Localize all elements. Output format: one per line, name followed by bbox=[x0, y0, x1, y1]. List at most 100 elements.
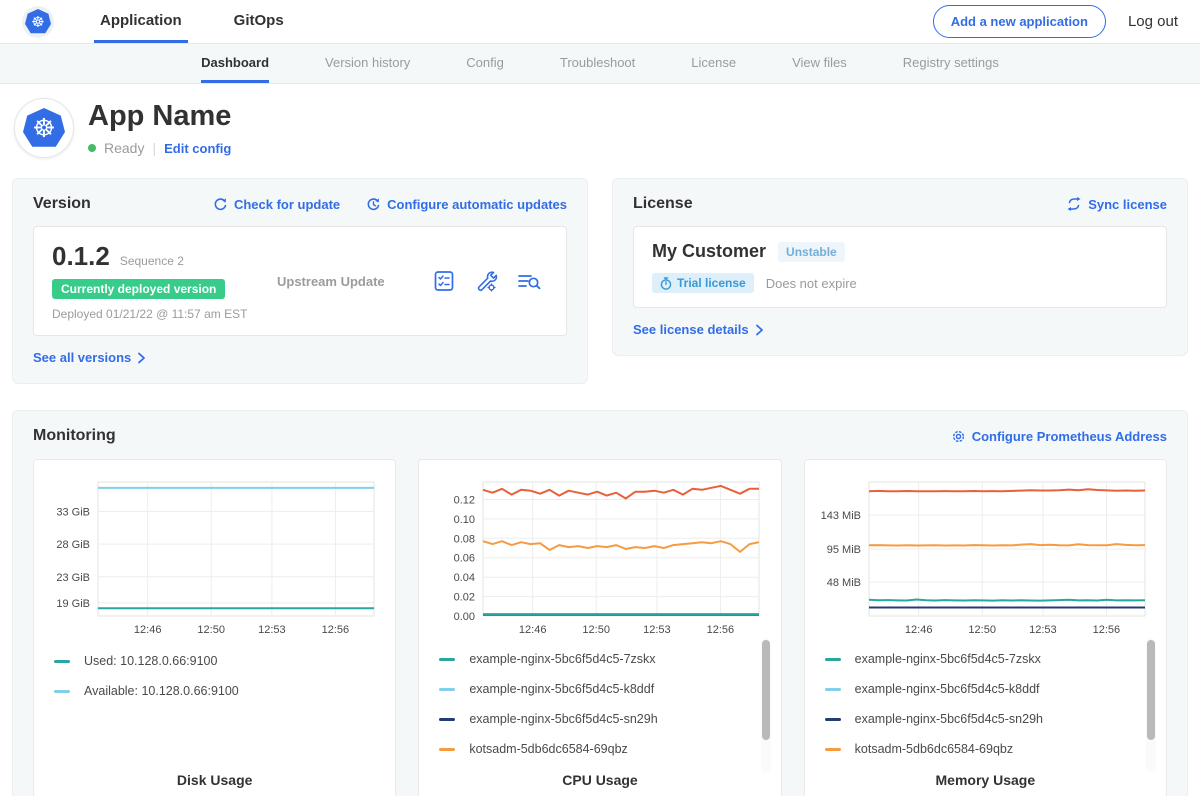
legend-color-dash bbox=[439, 688, 455, 691]
sync-license-link[interactable]: Sync license bbox=[1066, 197, 1167, 212]
chart-card-cpu-usage: 0.120.100.080.060.040.020.0012:4612:5012… bbox=[418, 459, 781, 796]
current-version-box: 0.1.2 Sequence 2 Currently deployed vers… bbox=[33, 226, 567, 336]
svg-text:143 MiB: 143 MiB bbox=[820, 510, 860, 522]
chart-card-memory-usage: 143 MiB95 MiB48 MiB12:4612:5012:5312:56e… bbox=[804, 459, 1167, 796]
license-card-title: License bbox=[633, 195, 693, 213]
configure-automatic-updates-link[interactable]: Configure automatic updates bbox=[366, 197, 567, 212]
app-subnav: Dashboard Version history Config Troublesho… bbox=[0, 44, 1200, 84]
legend-item: kotsadm-5db6dc6584-69qbz bbox=[439, 742, 768, 756]
legend-color-dash bbox=[54, 660, 70, 663]
svg-text:0.00: 0.00 bbox=[454, 611, 475, 623]
svg-text:12:56: 12:56 bbox=[707, 624, 735, 636]
legend-item: example-nginx-5bc6f5d4c5-7zskx bbox=[825, 652, 1154, 666]
svg-text:0.04: 0.04 bbox=[454, 572, 475, 584]
ready-status-dot bbox=[88, 144, 96, 152]
app-header: ☸ App Name Ready | Edit config bbox=[0, 84, 1200, 168]
subnav-tab-registry-settings[interactable]: Registry settings bbox=[903, 44, 999, 83]
legend-item: example-nginx-5bc6f5d4c5-7zskx bbox=[439, 652, 768, 666]
app-avatar: ☸ bbox=[14, 98, 74, 158]
legend-color-dash bbox=[439, 748, 455, 751]
svg-text:0.06: 0.06 bbox=[454, 553, 475, 565]
chart-canvas: 33 GiB28 GiB23 GiB19 GiB12:4612:5012:531… bbox=[46, 472, 382, 642]
chevron-right-icon bbox=[755, 324, 764, 336]
version-card: Version Check for update Configure autom… bbox=[12, 178, 588, 384]
app-logo[interactable]: ☸ bbox=[22, 0, 54, 43]
monitoring-title: Monitoring bbox=[33, 427, 116, 445]
monitoring-section: Monitoring Configure Prometheus Address … bbox=[12, 410, 1188, 796]
stopwatch-icon bbox=[660, 277, 672, 290]
check-for-update-link[interactable]: Check for update bbox=[213, 197, 340, 212]
chart-title: Memory Usage bbox=[817, 772, 1154, 794]
deployed-badge: Currently deployed version bbox=[52, 279, 225, 299]
legend-label: Used: 10.128.0.66:9100 bbox=[84, 654, 217, 668]
legend-label: example-nginx-5bc6f5d4c5-k8ddf bbox=[469, 682, 654, 696]
top-navbar: ☸ Application GitOps Add a new applicatio… bbox=[0, 0, 1200, 44]
legend-label: Available: 10.128.0.66:9100 bbox=[84, 684, 239, 698]
subnav-tab-view-files[interactable]: View files bbox=[792, 44, 847, 83]
chevron-right-icon bbox=[137, 352, 146, 364]
svg-text:33 GiB: 33 GiB bbox=[56, 506, 90, 518]
channel-badge: Unstable bbox=[778, 242, 845, 262]
svg-text:12:56: 12:56 bbox=[322, 624, 350, 636]
version-card-title: Version bbox=[33, 195, 91, 213]
chart-legend: Used: 10.128.0.66:9100 Available: 10.128.… bbox=[46, 654, 383, 714]
svg-text:12:50: 12:50 bbox=[583, 624, 611, 636]
subnav-tab-license[interactable]: License bbox=[691, 44, 736, 83]
scrollbar-thumb[interactable] bbox=[1147, 640, 1155, 740]
svg-text:48 MiB: 48 MiB bbox=[826, 577, 860, 589]
subnav-tab-version-history[interactable]: Version history bbox=[325, 44, 410, 83]
customer-name: My Customer bbox=[652, 241, 766, 262]
logout-button[interactable]: Log out bbox=[1128, 13, 1178, 30]
view-files-search-icon[interactable] bbox=[516, 269, 542, 293]
svg-text:0.02: 0.02 bbox=[454, 592, 475, 604]
topnav-tab-gitops[interactable]: GitOps bbox=[228, 0, 290, 43]
legend-color-dash bbox=[825, 718, 841, 721]
legend-color-dash bbox=[439, 658, 455, 661]
add-application-button[interactable]: Add a new application bbox=[933, 5, 1106, 38]
svg-text:0.08: 0.08 bbox=[454, 533, 475, 545]
svg-text:12:46: 12:46 bbox=[134, 624, 162, 636]
configure-prometheus-link[interactable]: Configure Prometheus Address bbox=[951, 429, 1167, 444]
preflight-checks-icon[interactable] bbox=[432, 269, 456, 293]
legend-scrollbar[interactable] bbox=[761, 638, 771, 772]
sync-arrows-icon bbox=[1066, 197, 1082, 211]
legend-item: example-nginx-5bc6f5d4c5-k8ddf bbox=[825, 682, 1154, 696]
legend-item: example-nginx-5bc6f5d4c5-sn29h bbox=[439, 712, 768, 726]
chart-title: CPU Usage bbox=[431, 772, 768, 794]
see-license-details-link[interactable]: See license details bbox=[633, 322, 764, 337]
legend-color-dash bbox=[439, 718, 455, 721]
chart-legend: example-nginx-5bc6f5d4c5-7zskx example-ng… bbox=[817, 652, 1154, 772]
svg-text:12:53: 12:53 bbox=[258, 624, 286, 636]
see-all-versions-link[interactable]: See all versions bbox=[33, 350, 146, 365]
svg-text:12:46: 12:46 bbox=[905, 624, 933, 636]
legend-item: example-nginx-5bc6f5d4c5-sn29h bbox=[825, 712, 1154, 726]
subnav-tab-dashboard[interactable]: Dashboard bbox=[201, 44, 269, 83]
kubernetes-helm-icon: ☸ bbox=[23, 108, 65, 148]
subnav-tab-config[interactable]: Config bbox=[466, 44, 504, 83]
svg-text:12:56: 12:56 bbox=[1092, 624, 1120, 636]
gear-icon bbox=[951, 429, 966, 444]
clock-refresh-icon bbox=[366, 197, 381, 212]
svg-text:12:50: 12:50 bbox=[968, 624, 996, 636]
subnav-tab-troubleshoot[interactable]: Troubleshoot bbox=[560, 44, 635, 83]
legend-label: example-nginx-5bc6f5d4c5-sn29h bbox=[469, 712, 657, 726]
refresh-icon bbox=[213, 197, 228, 212]
page-title: App Name bbox=[88, 100, 231, 133]
svg-text:23 GiB: 23 GiB bbox=[56, 572, 90, 584]
legend-item: example-nginx-5bc6f5d4c5-k8ddf bbox=[439, 682, 768, 696]
legend-label: kotsadm-5db6dc6584-69qbz bbox=[469, 742, 627, 756]
deployed-timestamp: Deployed 01/21/22 @ 11:57 am EST bbox=[52, 307, 277, 321]
legend-label: example-nginx-5bc6f5d4c5-7zskx bbox=[469, 652, 655, 666]
legend-item: kotsadm-5db6dc6584-69qbz bbox=[825, 742, 1154, 756]
edit-config-wrench-icon[interactable] bbox=[474, 269, 498, 293]
chart-legend: example-nginx-5bc6f5d4c5-7zskx example-ng… bbox=[431, 652, 768, 772]
topnav-tab-application[interactable]: Application bbox=[94, 0, 188, 43]
legend-scrollbar[interactable] bbox=[1146, 638, 1156, 772]
legend-label: example-nginx-5bc6f5d4c5-7zskx bbox=[855, 652, 1041, 666]
charts-row: 33 GiB28 GiB23 GiB19 GiB12:4612:5012:531… bbox=[33, 459, 1167, 796]
scrollbar-thumb[interactable] bbox=[762, 640, 770, 740]
license-details-box: My Customer Unstable Trial license Does … bbox=[633, 226, 1167, 308]
edit-config-link[interactable]: Edit config bbox=[164, 141, 231, 156]
sequence-label: Sequence 2 bbox=[120, 254, 184, 268]
license-card: License Sync license My Customer Unstabl… bbox=[612, 178, 1188, 356]
